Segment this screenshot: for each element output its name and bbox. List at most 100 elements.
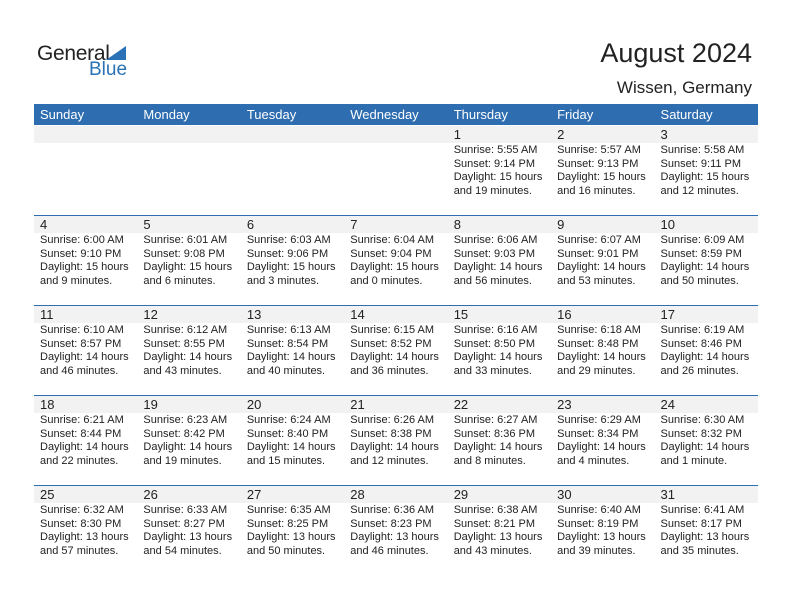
daylight-text: and 43 minutes. xyxy=(143,364,222,377)
daylight-text: Daylight: 15 hours xyxy=(350,261,439,273)
daylight-text: Daylight: 13 hours xyxy=(453,531,543,543)
daylight-text: and 4 minutes. xyxy=(557,454,630,467)
date-number xyxy=(137,126,241,143)
sunset-text: Sunset: 9:10 PM xyxy=(40,247,122,260)
sunset-text: Sunset: 8:40 PM xyxy=(246,427,329,440)
weekday-thursday: Thursday xyxy=(453,107,508,122)
daylight-text: Daylight: 15 hours xyxy=(557,171,646,183)
week-row: 1 Sunrise: 5:55 AM Sunset: 9:14 PM Daylight… xyxy=(34,126,758,216)
sunrise-text: Sunrise: 6:12 AM xyxy=(143,324,228,336)
sun-info: Sunrise: 6:33 AM Sunset: 8:27 PM Daylight:… xyxy=(137,504,240,558)
daylight-text: and 39 minutes. xyxy=(557,544,636,557)
date-number: 29 xyxy=(447,486,552,503)
logo: General Blue xyxy=(37,42,127,80)
day-cell: 15 Sunrise: 6:16 AM Sunset: 8:50 PM Dayligh… xyxy=(447,306,552,396)
sunrise-text: Sunrise: 6:18 AM xyxy=(557,324,641,336)
sun-info: Sunrise: 6:40 AM Sunset: 8:19 PM Daylight:… xyxy=(551,504,654,558)
date-number: 27 xyxy=(240,486,345,503)
day-cell: 7 Sunrise: 6:04 AM Sunset: 9:04 PM Daylight… xyxy=(344,216,448,306)
day-cell: 19 Sunrise: 6:23 AM Sunset: 8:42 PM Dayligh… xyxy=(137,396,241,486)
sunset-text: Sunset: 8:32 PM xyxy=(660,427,742,440)
daylight-text: Daylight: 13 hours xyxy=(40,531,129,543)
sunset-text: Sunset: 8:36 PM xyxy=(453,427,536,440)
sunrise-text: Sunrise: 6:21 AM xyxy=(40,414,124,426)
sun-info: Sunrise: 6:35 AM Sunset: 8:25 PM Daylight:… xyxy=(241,504,344,558)
daylight-text: Daylight: 14 hours xyxy=(557,351,646,363)
daylight-text: Daylight: 14 hours xyxy=(453,441,543,453)
sun-info: Sunrise: 6:16 AM Sunset: 8:50 PM Daylight:… xyxy=(448,324,551,378)
date-number: 12 xyxy=(137,306,241,323)
sunset-text: Sunset: 9:13 PM xyxy=(557,157,639,170)
date-number: 11 xyxy=(34,306,138,323)
sunrise-text: Sunrise: 6:24 AM xyxy=(246,414,331,426)
daylight-text: Daylight: 13 hours xyxy=(143,531,233,543)
sun-info: Sunrise: 6:00 AM Sunset: 9:10 PM Daylight:… xyxy=(34,234,137,288)
day-cell: 24 Sunrise: 6:30 AM Sunset: 8:32 PM Dayligh… xyxy=(654,396,758,486)
day-cell: 4 Sunrise: 6:00 AM Sunset: 9:10 PM Daylight… xyxy=(34,216,138,306)
sunset-text: Sunset: 8:50 PM xyxy=(453,337,536,350)
date-number xyxy=(344,126,448,143)
date-number: 22 xyxy=(447,396,552,413)
daylight-text: and 29 minutes. xyxy=(557,364,636,377)
daylight-text: Daylight: 13 hours xyxy=(246,531,336,543)
date-number: 1 xyxy=(447,126,552,143)
daylight-text: Daylight: 14 hours xyxy=(143,351,233,363)
daylight-text: Daylight: 15 hours xyxy=(143,261,233,273)
sunrise-text: Sunrise: 6:01 AM xyxy=(143,234,228,246)
date-number: 5 xyxy=(137,216,241,233)
daylight-text: Daylight: 15 hours xyxy=(40,261,129,273)
daylight-text: Daylight: 14 hours xyxy=(660,441,750,453)
date-number: 4 xyxy=(34,216,138,233)
daylight-text: and 9 minutes. xyxy=(40,274,113,287)
daylight-text: Daylight: 14 hours xyxy=(660,351,750,363)
daylight-text: and 16 minutes. xyxy=(557,184,636,197)
sun-info: Sunrise: 6:19 AM Sunset: 8:46 PM Daylight:… xyxy=(655,324,758,378)
sun-info: Sunrise: 6:27 AM Sunset: 8:36 PM Daylight:… xyxy=(448,414,551,468)
day-cell: 13 Sunrise: 6:13 AM Sunset: 8:54 PM Dayligh… xyxy=(240,306,345,396)
sun-info: Sunrise: 6:10 AM Sunset: 8:57 PM Daylight:… xyxy=(34,324,137,378)
day-cell: 26 Sunrise: 6:33 AM Sunset: 8:27 PM Dayligh… xyxy=(137,486,241,576)
daylight-text: Daylight: 14 hours xyxy=(350,351,439,363)
daylight-text: and 56 minutes. xyxy=(453,274,532,287)
date-number: 13 xyxy=(240,306,345,323)
date-number: 18 xyxy=(34,396,138,413)
daylight-text: and 6 minutes. xyxy=(143,274,216,287)
day-cell xyxy=(137,126,241,216)
location: Wissen, Germany xyxy=(616,78,752,97)
week-row: 18 Sunrise: 6:21 AM Sunset: 8:44 PM Dayligh… xyxy=(34,395,758,486)
sunrise-text: Sunrise: 6:35 AM xyxy=(246,504,331,516)
daylight-text: Daylight: 13 hours xyxy=(350,531,439,543)
weekday-wednesday: Wednesday xyxy=(350,107,419,122)
day-cell: 30 Sunrise: 6:40 AM Sunset: 8:19 PM Dayligh… xyxy=(551,486,655,576)
day-cell: 21 Sunrise: 6:26 AM Sunset: 8:38 PM Dayligh… xyxy=(344,396,448,486)
sunrise-text: Sunrise: 6:32 AM xyxy=(40,504,124,516)
week-row: 11 Sunrise: 6:10 AM Sunset: 8:57 PM Dayligh… xyxy=(34,305,758,396)
sunset-text: Sunset: 8:25 PM xyxy=(246,517,329,530)
date-number: 19 xyxy=(137,396,241,413)
date-number: 16 xyxy=(551,306,655,323)
date-number: 8 xyxy=(447,216,552,233)
sunrise-text: Sunrise: 6:16 AM xyxy=(453,324,538,336)
date-number: 24 xyxy=(654,396,758,413)
daylight-text: and 50 minutes. xyxy=(660,274,739,287)
day-cell: 25 Sunrise: 6:32 AM Sunset: 8:30 PM Dayligh… xyxy=(34,486,138,576)
sun-info: Sunrise: 6:06 AM Sunset: 9:03 PM Daylight:… xyxy=(448,234,551,288)
page-title: August 2024 xyxy=(600,38,752,68)
daylight-text: Daylight: 14 hours xyxy=(453,351,543,363)
daylight-text: and 46 minutes. xyxy=(40,364,119,377)
day-cell: 3 Sunrise: 5:58 AM Sunset: 9:11 PM Daylight… xyxy=(654,126,758,216)
daylight-text: Daylight: 14 hours xyxy=(143,441,233,453)
sunrise-text: Sunrise: 6:29 AM xyxy=(557,414,641,426)
sunrise-text: Sunrise: 6:40 AM xyxy=(557,504,641,516)
daylight-text: and 22 minutes. xyxy=(40,454,119,467)
sunrise-text: Sunrise: 6:00 AM xyxy=(40,234,124,246)
sun-info: Sunrise: 6:07 AM Sunset: 9:01 PM Daylight:… xyxy=(551,234,654,288)
day-cell: 10 Sunrise: 6:09 AM Sunset: 8:59 PM Dayligh… xyxy=(654,216,758,306)
date-number: 17 xyxy=(654,306,758,323)
daylight-text: and 40 minutes. xyxy=(246,364,326,377)
sunrise-text: Sunrise: 6:41 AM xyxy=(660,504,745,516)
sunrise-text: Sunrise: 5:55 AM xyxy=(453,144,538,156)
sunset-text: Sunset: 9:04 PM xyxy=(350,247,432,260)
sunset-text: Sunset: 8:30 PM xyxy=(40,517,122,530)
sun-info: Sunrise: 6:13 AM Sunset: 8:54 PM Daylight:… xyxy=(241,324,344,378)
